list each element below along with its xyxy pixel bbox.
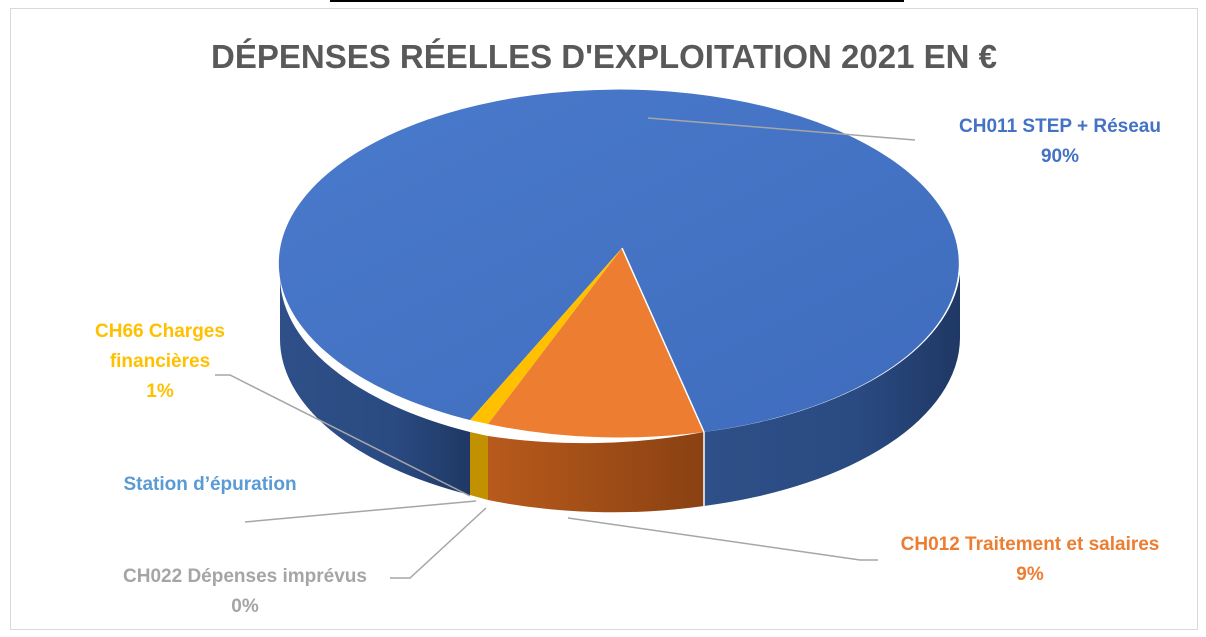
label-ch66-name: CH66 Charges financières (95, 321, 225, 372)
chart-title: DÉPENSES RÉELLES D'EXPLOITATION 2021 EN … (211, 38, 997, 75)
slice-side-ch011 (704, 274, 960, 506)
label-ch022-value: 0% (231, 596, 259, 617)
leader-line-station (244, 500, 477, 523)
slice-ch66 (470, 248, 622, 424)
label-ch011: CH011 STEP + Réseau 90% (910, 112, 1206, 172)
label-ch012: CH012 Traitement et salaires 9% (850, 530, 1206, 590)
label-ch022-name: CH022 Dépenses imprévus (123, 566, 367, 587)
label-station-name: Station d’épuration (123, 474, 297, 495)
leader-line-ch012 (567, 517, 878, 561)
slice-side-ch011 (279, 274, 470, 495)
leader-line-ch011 (647, 117, 916, 141)
label-station: Station d’épuration (60, 470, 360, 500)
slice-side-ch66 (470, 432, 488, 500)
slice-side-ch012 (488, 432, 704, 513)
slice-edge (621, 247, 705, 433)
label-ch012-name: CH012 Traitement et salaires (900, 534, 1160, 555)
label-ch022: CH022 Dépenses imprévus 0% (80, 562, 410, 622)
label-ch011-value: 90% (1040, 146, 1080, 167)
label-ch011-name: CH011 STEP + Réseau (959, 116, 1161, 137)
label-ch66-value: 1% (146, 381, 174, 402)
slice-ch012 (488, 248, 704, 438)
label-ch66: CH66 Charges financières 1% (60, 317, 260, 407)
leader-line-ch022 (390, 507, 487, 579)
leader-line-ch66 (215, 374, 471, 497)
top-rule (330, 0, 904, 2)
slice-ch011 (278, 89, 959, 433)
label-ch012-value: 9% (1016, 564, 1044, 585)
